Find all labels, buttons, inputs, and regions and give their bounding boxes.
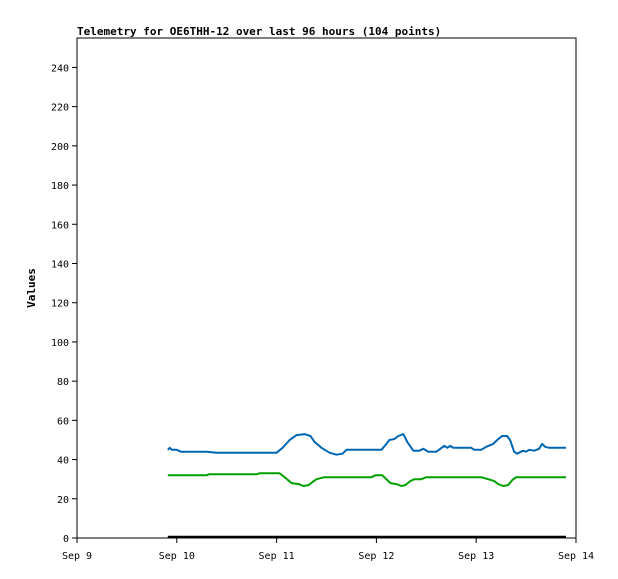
x-tick-label: Sep 9: [62, 551, 92, 562]
x-tick-label: Sep 14: [558, 551, 594, 562]
y-tick-label: 180: [51, 181, 69, 192]
y-tick-label: 60: [57, 416, 69, 427]
x-tick-label: Sep 10: [159, 551, 195, 562]
series-line-2: [167, 472, 566, 487]
x-tick-label: Sep 11: [259, 551, 295, 562]
y-tick-label: 140: [51, 259, 69, 270]
y-tick-label: 200: [51, 142, 69, 153]
x-tick-label: Sep 12: [358, 551, 394, 562]
y-tick-label: 80: [57, 377, 69, 388]
y-axis-label: Values: [25, 268, 38, 308]
y-tick-label: 240: [51, 63, 69, 74]
series-layer: [167, 433, 566, 538]
y-tick-label: 100: [51, 338, 69, 349]
y-tick-label: 220: [51, 103, 69, 114]
y-tick-label: 0: [63, 534, 69, 545]
plot-frame: [76, 37, 577, 539]
y-tick-label: 120: [51, 299, 69, 310]
y-tick-label: 40: [57, 456, 69, 467]
y-axis: 0 20 40 60 80 100 120 140 160 180 200 220 240: [51, 63, 77, 545]
x-axis: Sep 9 Sep 10 Sep 11 Sep 12 Sep 13 Sep 14: [62, 538, 594, 562]
series-line-1: [167, 433, 566, 456]
chart-title: Telemetry for OE6THH-12 over last 96 hou…: [77, 25, 441, 38]
y-tick-label: 160: [51, 220, 69, 231]
x-tick-label: Sep 13: [458, 551, 494, 562]
y-tick-label: 20: [57, 495, 69, 506]
